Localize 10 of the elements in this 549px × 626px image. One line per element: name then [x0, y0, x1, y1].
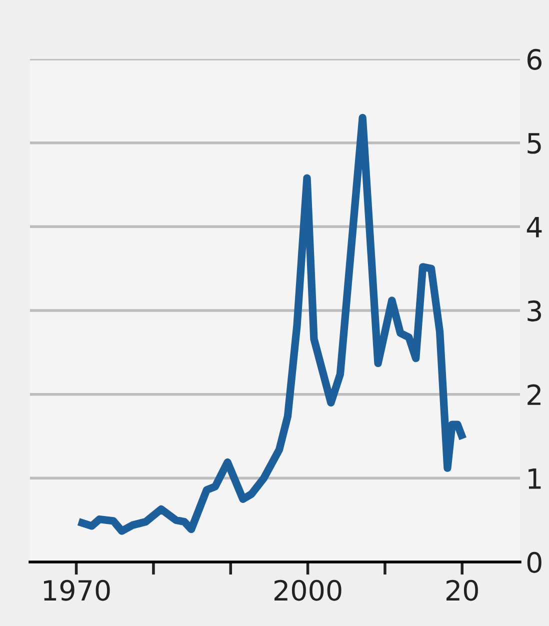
y-tick-label: 4 — [526, 216, 542, 238]
y-tick-label: 1 — [528, 468, 541, 489]
x-tick-label: 20 — [446, 580, 478, 601]
y-tick-label: 0 — [527, 552, 542, 573]
y-tick-label: 3 — [528, 300, 542, 322]
y-tick-label: 2 — [528, 384, 540, 405]
x-tick-label: 2000 — [274, 580, 342, 601]
x-tick-label: 1970 — [44, 580, 110, 601]
y-tick-label: 5 — [528, 133, 541, 154]
y-tick-label: 6 — [527, 48, 542, 70]
